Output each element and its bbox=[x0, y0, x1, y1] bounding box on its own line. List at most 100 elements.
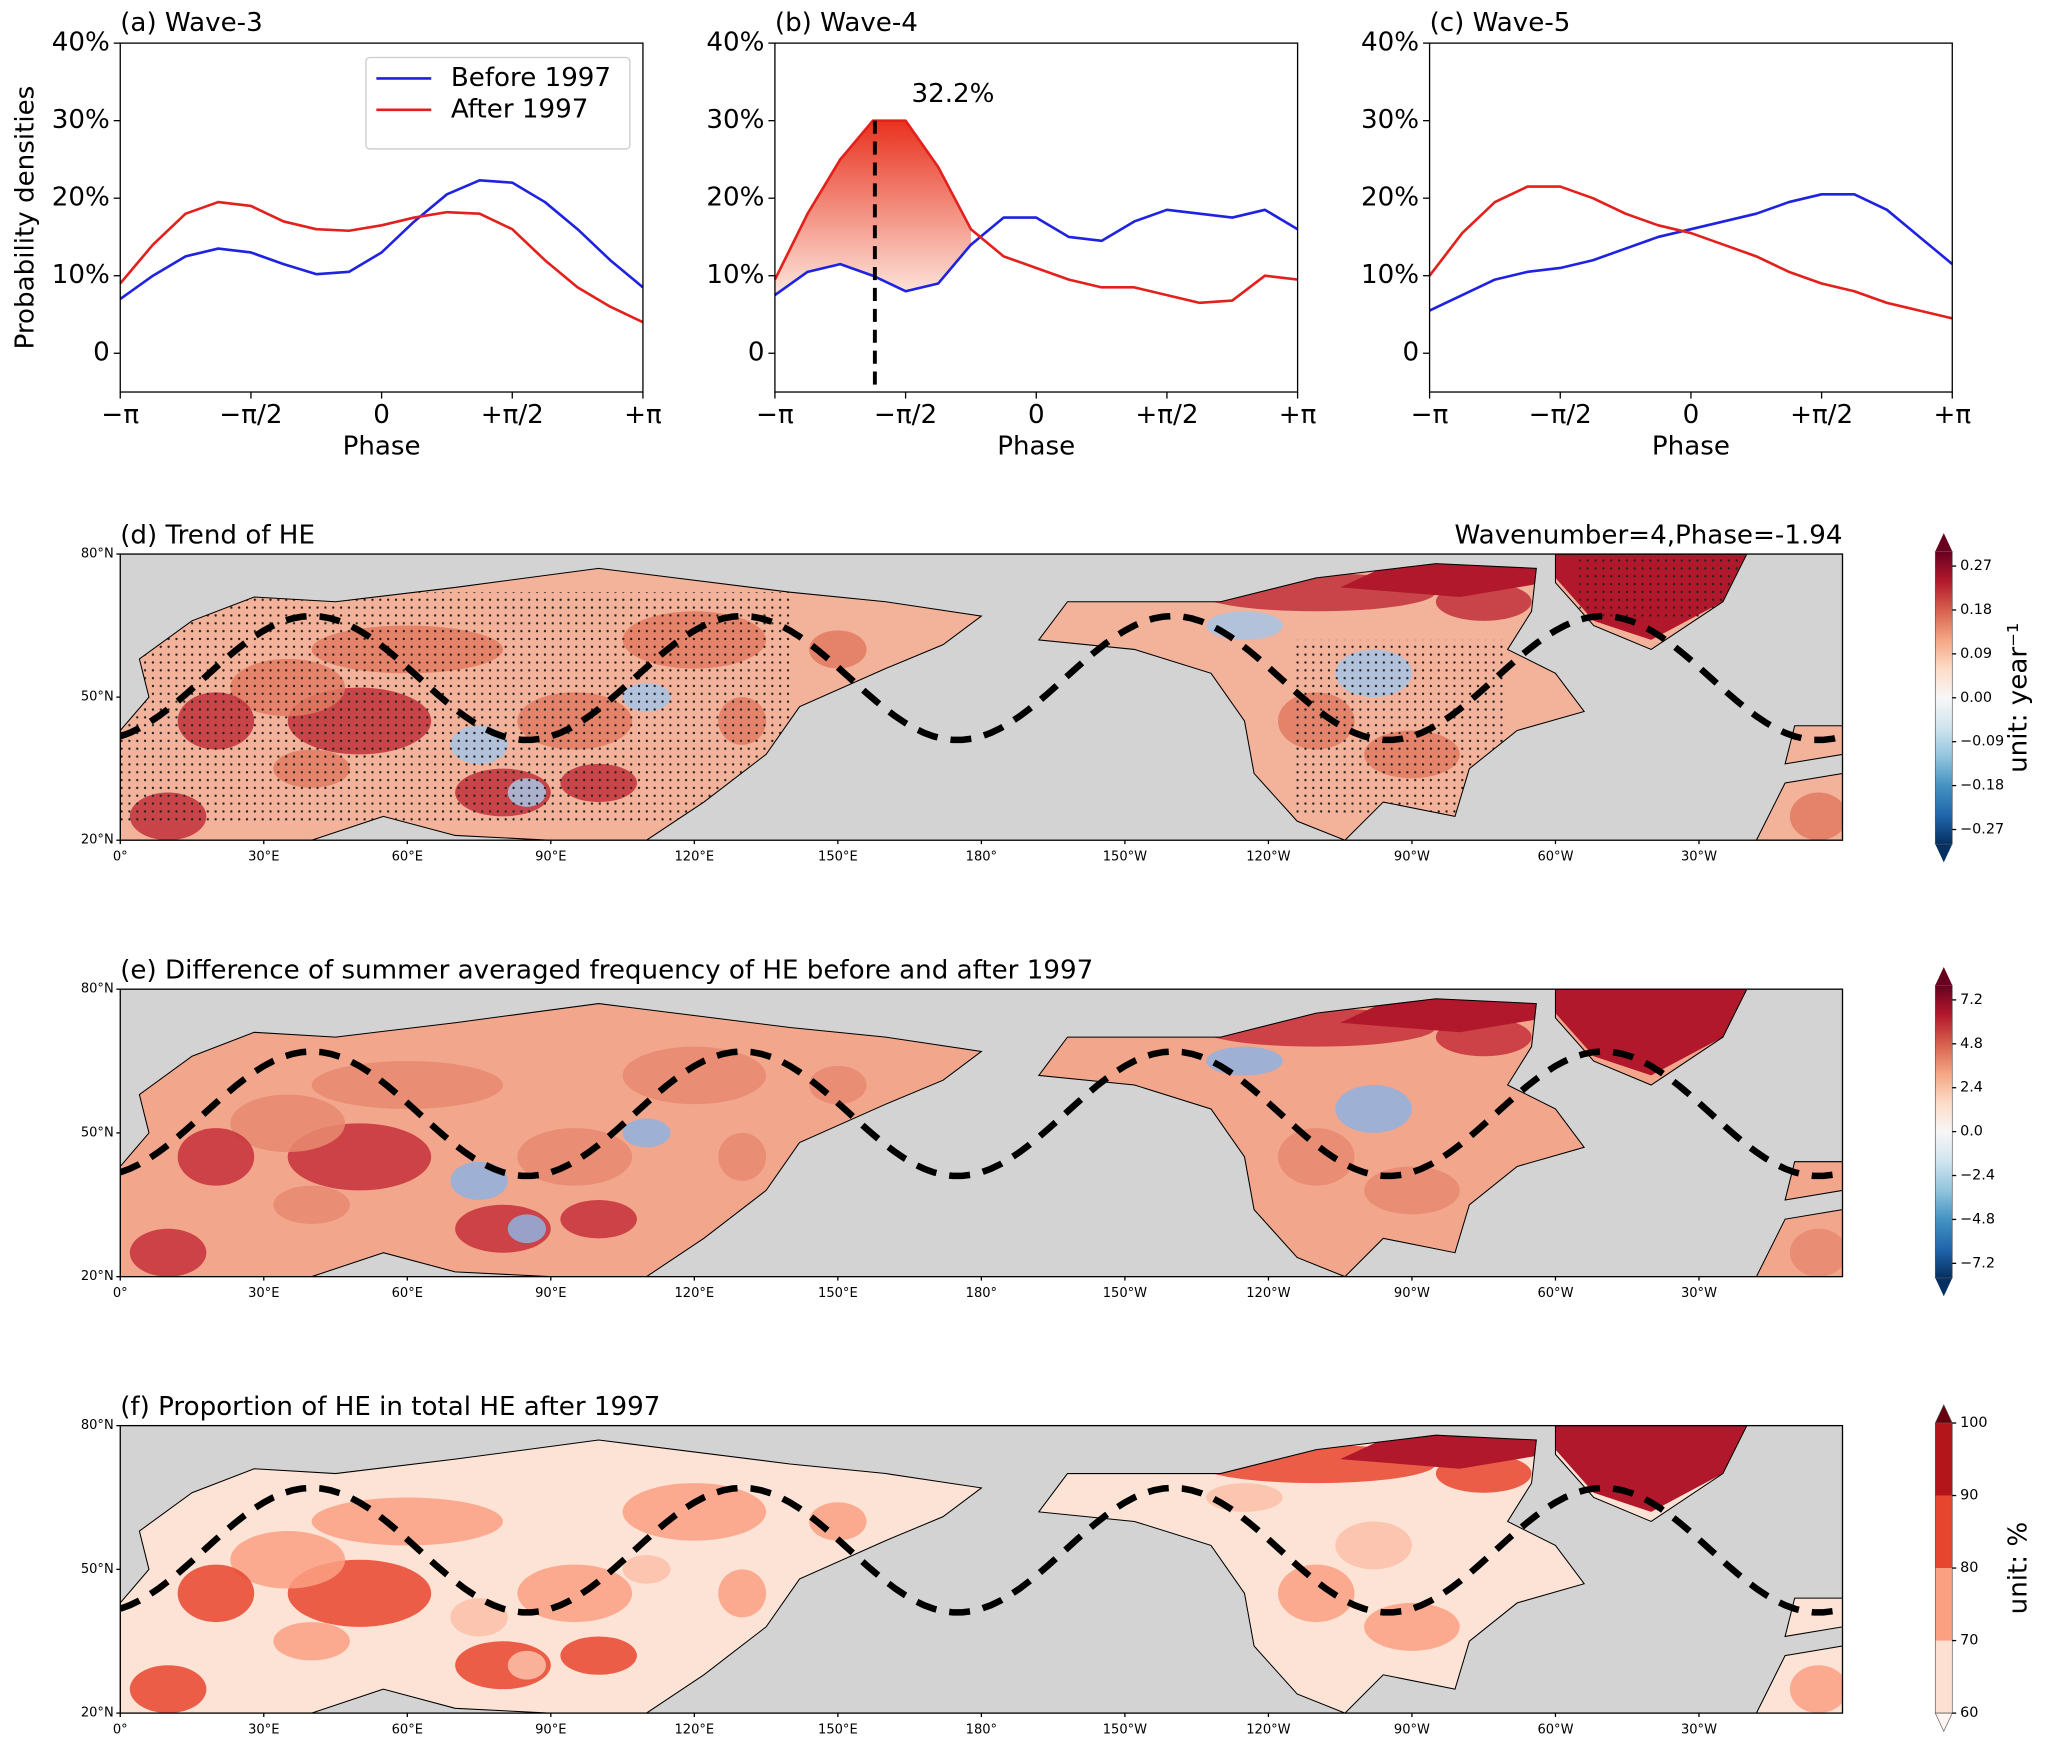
y-tick-label: 20% bbox=[1361, 183, 1419, 213]
x-tick-label: 30°W bbox=[1681, 850, 1717, 865]
colorbar-tick-label: 0.27 bbox=[1960, 558, 1992, 574]
stippling bbox=[120, 592, 791, 822]
map-body bbox=[120, 989, 1843, 1277]
colorbar-tick-label: 0.18 bbox=[1960, 602, 1992, 618]
x-tick-label: 120°W bbox=[1246, 1723, 1290, 1738]
coastline bbox=[1755, 772, 1843, 841]
colorbar-label: unit: % bbox=[2003, 1522, 2033, 1615]
chart-title: (b) Wave-4 bbox=[775, 8, 918, 38]
x-tick-label: 90°W bbox=[1394, 1286, 1430, 1301]
x-tick-label: −π/2 bbox=[219, 400, 282, 430]
map-title: (d) Trend of HE bbox=[120, 520, 315, 550]
x-tick-label: +π bbox=[1933, 400, 1971, 430]
colorbar-tick-label: −2.4 bbox=[1960, 1168, 1995, 1184]
field-patch bbox=[718, 1569, 767, 1618]
x-tick-label: −π bbox=[1411, 400, 1449, 430]
coastline bbox=[1037, 998, 1586, 1277]
y-tick-label: 10% bbox=[52, 260, 110, 290]
colorbar-extend bbox=[1935, 966, 1953, 986]
annotation: 32.2% bbox=[911, 79, 994, 109]
colorbar-tick-label: 0.0 bbox=[1960, 1124, 1983, 1140]
y-tick-label: 0 bbox=[1403, 338, 1420, 368]
colorbar-tick-label: −4.8 bbox=[1960, 1211, 1995, 1227]
series-line bbox=[774, 208, 1299, 297]
field-patch bbox=[311, 1061, 503, 1109]
x-tick-label: 0 bbox=[1028, 400, 1045, 430]
x-tick-label: 150°E bbox=[818, 1723, 858, 1738]
field bbox=[129, 1425, 1843, 1714]
y-tick-label: 10% bbox=[1361, 260, 1419, 290]
field bbox=[120, 554, 1843, 841]
x-tick-label: 90°E bbox=[535, 1286, 566, 1301]
colorbar-band bbox=[1935, 1423, 1953, 1496]
y-tick-label: 20°N bbox=[81, 1269, 114, 1284]
coastline bbox=[120, 1439, 983, 1714]
x-tick-label: 60°E bbox=[392, 1286, 423, 1301]
x-tick-label: 180° bbox=[966, 1286, 997, 1301]
field-patch bbox=[622, 1483, 767, 1541]
colorbar-extend bbox=[1935, 533, 1953, 552]
y-tick-label: 10% bbox=[706, 260, 764, 290]
coastline bbox=[1037, 1434, 1586, 1714]
land bbox=[1785, 1161, 1843, 1201]
map-body bbox=[120, 554, 1843, 841]
field-patch bbox=[177, 1564, 255, 1623]
wave-path bbox=[120, 1048, 1843, 1180]
y-tick-label: 50°N bbox=[81, 690, 114, 705]
y-tick-label: 40% bbox=[706, 28, 764, 58]
field-patch bbox=[718, 1132, 767, 1181]
colorbar-tick-label: −0.27 bbox=[1960, 822, 2004, 838]
field-patch bbox=[622, 1554, 671, 1584]
land bbox=[1785, 1598, 1843, 1637]
x-tick-label: 150°W bbox=[1103, 1723, 1147, 1738]
plot-frame bbox=[1428, 42, 1953, 393]
y-tick-label: 30% bbox=[52, 105, 110, 135]
x-tick-label: 120°E bbox=[675, 1723, 715, 1738]
x-tick-label: 0° bbox=[113, 1286, 128, 1301]
x-tick-label: 30°W bbox=[1681, 1723, 1717, 1738]
field-patch bbox=[1335, 1085, 1412, 1133]
coastline bbox=[1037, 563, 1586, 841]
y-tick-label: 80°N bbox=[81, 1418, 114, 1433]
x-axis-label: Phase bbox=[343, 431, 421, 461]
coastline bbox=[1554, 1425, 1748, 1523]
map-panel: 0° 30°E 60°E 90°E 120°E 150°E 180° 150°W 120°W 90… bbox=[81, 1392, 2034, 1738]
chart-title: (c) Wave-5 bbox=[1430, 8, 1571, 38]
series-line bbox=[773, 119, 1298, 305]
colorbar-band bbox=[1935, 1568, 1953, 1641]
x-tick-label: +π/2 bbox=[1790, 400, 1853, 430]
plot-frame bbox=[774, 42, 1299, 393]
colorbar-tick-label: 80 bbox=[1960, 1560, 1978, 1576]
colorbar bbox=[1935, 985, 1953, 1278]
x-tick-label: 90°W bbox=[1394, 850, 1430, 865]
colorbar-tick-label: 90 bbox=[1960, 1488, 1978, 1504]
map-title: (f) Proportion of HE in total HE after 1… bbox=[120, 1392, 660, 1422]
y-tick-label: 50°N bbox=[81, 1125, 114, 1140]
x-tick-label: 0° bbox=[113, 850, 128, 865]
field-patch bbox=[1364, 1166, 1460, 1215]
y-tick-label: 30% bbox=[1361, 105, 1419, 135]
y-axis-label: Probability densities bbox=[11, 86, 41, 350]
colorbar-tick-label: 0.00 bbox=[1960, 690, 1992, 706]
field-patch bbox=[622, 1046, 767, 1105]
x-tick-label: 60°W bbox=[1537, 850, 1573, 865]
colorbar-band bbox=[1935, 1640, 1953, 1714]
colorbar-tick-label: 0.09 bbox=[1960, 646, 1992, 662]
field-patch bbox=[273, 1185, 350, 1224]
field-patch bbox=[129, 1228, 207, 1277]
colorbar-band bbox=[1935, 1495, 1953, 1569]
y-tick-label: 20°N bbox=[81, 833, 114, 848]
field-patch bbox=[517, 1128, 633, 1186]
x-tick-label: −π/2 bbox=[874, 400, 937, 430]
x-tick-label: +π/2 bbox=[481, 400, 544, 430]
x-tick-label: −π bbox=[756, 400, 794, 430]
series-line bbox=[1428, 185, 1953, 320]
field-patch bbox=[311, 1497, 503, 1546]
colorbar-tick-label: −0.18 bbox=[1960, 778, 2004, 794]
colorbar-tick-label: 60 bbox=[1960, 1705, 1978, 1721]
colorbar bbox=[1935, 551, 1953, 845]
colorbar-extend bbox=[1935, 1277, 1953, 1297]
field-patch bbox=[1277, 1128, 1355, 1186]
y-tick-label: 20°N bbox=[81, 1706, 114, 1721]
